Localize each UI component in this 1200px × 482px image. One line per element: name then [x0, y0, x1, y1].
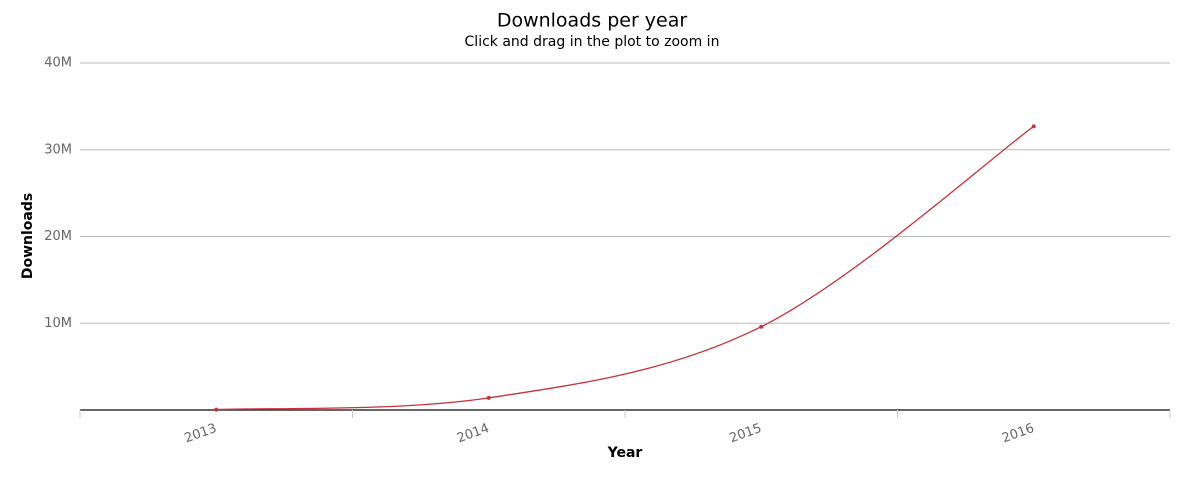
x-tick-label: 2015 — [728, 421, 764, 446]
x-axis-label: Year — [607, 445, 643, 461]
y-axis-label: Downloads — [20, 193, 36, 279]
x-tick-label: 2013 — [183, 421, 219, 446]
y-tick-label: 30M — [44, 142, 72, 157]
x-tick-label: 2014 — [455, 421, 491, 446]
chart-subtitle: Click and drag in the plot to zoom in — [465, 34, 720, 50]
y-tick-label: 20M — [44, 229, 72, 244]
point — [759, 324, 764, 329]
y-tick-label: 40M — [44, 56, 72, 71]
chart-title: Downloads per year — [497, 10, 688, 32]
line — [216, 125, 1035, 411]
point — [214, 407, 219, 412]
x-tick-label: 2016 — [1000, 421, 1036, 446]
y-tick-label: 10M — [44, 316, 72, 331]
point — [1031, 124, 1036, 129]
point — [486, 395, 491, 400]
